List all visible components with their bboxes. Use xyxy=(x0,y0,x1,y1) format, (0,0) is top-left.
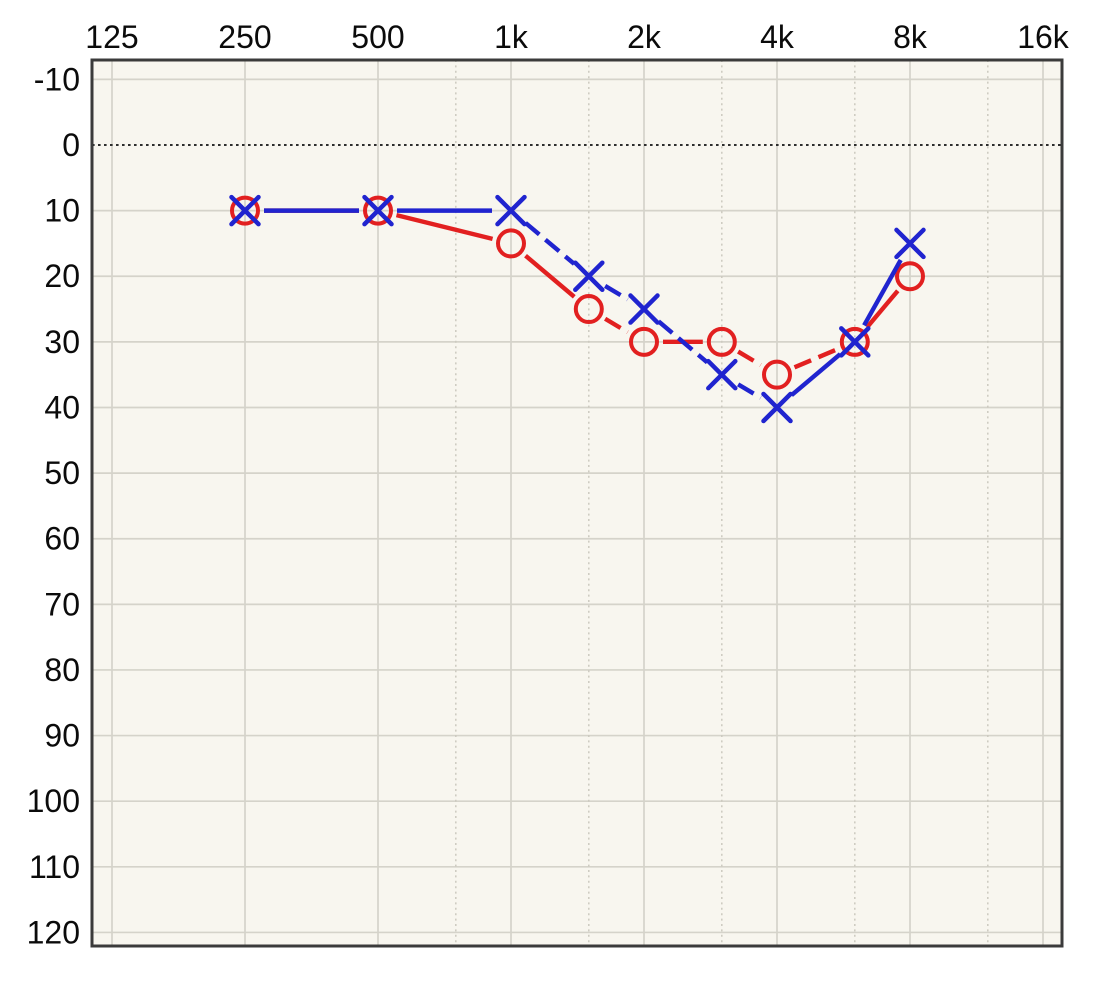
svg-text:50: 50 xyxy=(44,455,80,491)
svg-text:250: 250 xyxy=(218,19,271,55)
plot-background xyxy=(92,60,1062,946)
series-x-blue xyxy=(229,194,926,424)
svg-text:1k: 1k xyxy=(494,19,529,55)
svg-text:0: 0 xyxy=(62,127,80,163)
db-axis-labels: -10 0 10 20 30 40 50 60 70 80 90 100 110 120 xyxy=(27,61,80,950)
svg-text:90: 90 xyxy=(44,718,80,754)
svg-text:40: 40 xyxy=(44,389,80,425)
svg-text:20: 20 xyxy=(44,258,80,294)
svg-text:4k: 4k xyxy=(760,19,795,55)
svg-text:70: 70 xyxy=(44,586,80,622)
svg-text:110: 110 xyxy=(29,849,80,885)
svg-text:100: 100 xyxy=(27,783,80,819)
plot-border xyxy=(90,58,1064,948)
svg-text:500: 500 xyxy=(351,19,404,55)
svg-text:30: 30 xyxy=(44,324,80,360)
frequency-axis-labels: 125 250 500 1k 2k 4k 8k 16k xyxy=(85,19,1069,55)
svg-text:-10: -10 xyxy=(34,61,80,97)
svg-text:10: 10 xyxy=(44,193,80,229)
svg-text:8k: 8k xyxy=(893,19,928,55)
minor-vertical-gridlines xyxy=(455,60,989,946)
svg-text:2k: 2k xyxy=(627,19,662,55)
horizontal-gridlines xyxy=(92,78,1062,934)
svg-text:125: 125 xyxy=(85,19,138,55)
svg-text:80: 80 xyxy=(44,652,80,688)
svg-text:16k: 16k xyxy=(1017,19,1070,55)
svg-text:60: 60 xyxy=(44,521,80,557)
svg-text:120: 120 xyxy=(27,914,80,950)
